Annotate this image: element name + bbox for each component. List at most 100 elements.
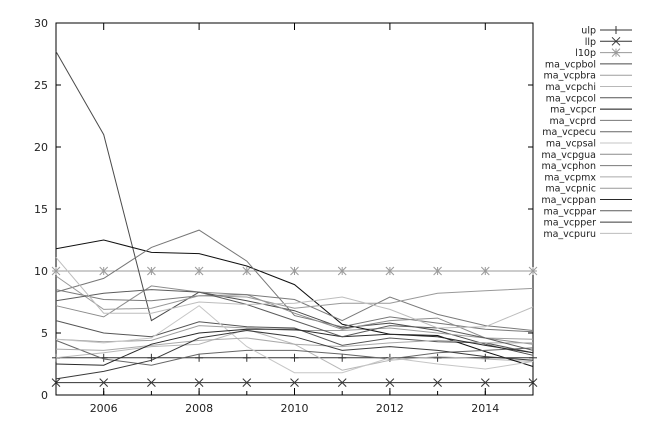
legend-label: ma_vcpgua <box>541 150 596 161</box>
legend-label: ma_vcpmx <box>544 172 596 183</box>
legend-item: ma_vcpgua <box>541 150 632 161</box>
legend-label: ma_vcppar <box>544 206 597 217</box>
point-marker-plus <box>242 353 251 362</box>
point-marker-x <box>528 378 538 387</box>
point-marker-star <box>337 266 347 276</box>
legend-label: ulp <box>581 26 596 37</box>
series-line <box>55 325 534 343</box>
series-ma_vcpbol <box>55 51 534 356</box>
y-tick-label: 20 <box>34 141 48 154</box>
point-marker-star <box>147 266 156 276</box>
series-l10p <box>51 266 538 276</box>
point-marker-star <box>99 266 109 276</box>
legend-item: ma_vcpsal <box>546 139 632 150</box>
point-marker-x <box>337 378 347 387</box>
series-line <box>55 289 534 331</box>
series-line <box>55 329 534 380</box>
legend-item: ma_vcpbra <box>544 71 632 82</box>
legend-item: llp <box>585 37 632 48</box>
series-line <box>55 275 534 310</box>
series-ma_vcpper <box>55 329 534 380</box>
point-marker-x <box>480 378 490 387</box>
legend-item: ma_vcpmx <box>544 172 632 183</box>
axis-layer: 0 5 10 15 20 25 30 2006 2008 2010 2012 2014 <box>34 17 534 415</box>
point-marker-plus <box>338 353 347 362</box>
legend-item: l10p <box>575 48 632 59</box>
series-llp <box>51 378 538 387</box>
point-marker-x <box>242 378 252 387</box>
series-ma_vcpbra <box>55 325 534 343</box>
point-marker-star <box>480 266 490 276</box>
legend-label: ma_vcpper <box>544 218 597 229</box>
legend-item: ma_vcppar <box>544 206 632 217</box>
point-marker-star <box>194 266 204 276</box>
legend-item: ma_vcphon <box>541 161 632 172</box>
legend-item: ma_vcpchi <box>545 82 632 93</box>
y-tick-label: 5 <box>41 327 48 340</box>
point-marker-x <box>147 378 156 387</box>
point-marker-x <box>51 378 61 387</box>
series-ma_vcprd <box>55 229 534 333</box>
legend-item: ma_vcpecu <box>542 127 632 138</box>
series-line <box>55 285 534 345</box>
legend-item: ma_vcppan <box>541 195 632 206</box>
series-ma_vcpuru <box>55 257 534 329</box>
series-ma_vcppan <box>55 328 534 366</box>
legend-item: ma_vcpcr <box>550 105 632 116</box>
legend-label: ma_vcpcr <box>550 105 596 116</box>
legend-label: ma_vcprd <box>550 116 596 127</box>
series-line <box>55 337 533 351</box>
point-marker-x <box>290 378 299 387</box>
legend: ulpllpl10pma_vcpbolma_vcpbrama_vcpchima_… <box>541 26 632 240</box>
series-ma_vcpsal <box>55 305 534 374</box>
legend-label: ma_vcpuru <box>543 229 596 240</box>
legend-label: ma_vcpsal <box>546 139 596 150</box>
point-marker-plus <box>290 353 299 362</box>
legend-label: ma_vcpnic <box>545 184 596 195</box>
point-marker-x <box>611 36 621 46</box>
legend-label: ma_vcpcol <box>546 93 596 104</box>
series-ma_vcpmx <box>55 337 533 351</box>
legend-label: ma_vcphon <box>541 161 596 172</box>
legend-label: ma_vcpbol <box>545 59 596 70</box>
x-tick-label: 2012 <box>376 402 404 415</box>
point-marker-x <box>99 378 109 387</box>
legend-item: ma_vcpper <box>544 218 632 229</box>
point-marker-plus <box>195 353 204 362</box>
point-marker-star <box>433 266 442 276</box>
series-line <box>55 257 534 329</box>
legend-item: ma_vcpnic <box>545 184 632 195</box>
series-ma_vcpcol <box>55 320 534 354</box>
point-marker-star <box>242 266 252 276</box>
x-tick-label: 2014 <box>471 402 499 415</box>
y-tick-label: 10 <box>34 265 48 278</box>
y-tick-label: 30 <box>34 17 48 30</box>
point-marker-x <box>433 378 442 387</box>
plot-frame <box>55 22 534 396</box>
series-ma_vcpnic <box>55 275 534 310</box>
series-ma_vcpgua <box>55 285 534 345</box>
point-marker-star <box>290 266 299 276</box>
legend-label: ma_vcpbra <box>544 71 596 82</box>
series-line <box>55 229 534 333</box>
point-marker-star <box>528 266 538 276</box>
x-tick-label: 2006 <box>90 402 118 415</box>
legend-item: ma_vcpuru <box>543 229 632 240</box>
series-line <box>55 328 534 366</box>
legend-item: ma_vcpbol <box>545 59 632 70</box>
legend-label: l10p <box>575 48 596 59</box>
x-tick-label: 2010 <box>281 402 309 415</box>
legend-label: llp <box>585 37 596 48</box>
series-line <box>55 320 534 354</box>
legend-label: ma_vcppan <box>541 195 596 206</box>
point-marker-plus <box>481 353 490 362</box>
y-tick-label: 0 <box>41 389 48 402</box>
point-marker-star <box>385 266 395 276</box>
series-layer <box>51 51 538 387</box>
y-tick-label: 25 <box>34 79 48 92</box>
legend-item: ma_vcpcol <box>546 93 632 104</box>
point-marker-star <box>611 48 621 57</box>
point-marker-plus <box>433 353 442 362</box>
legend-item: ulp <box>581 26 632 37</box>
